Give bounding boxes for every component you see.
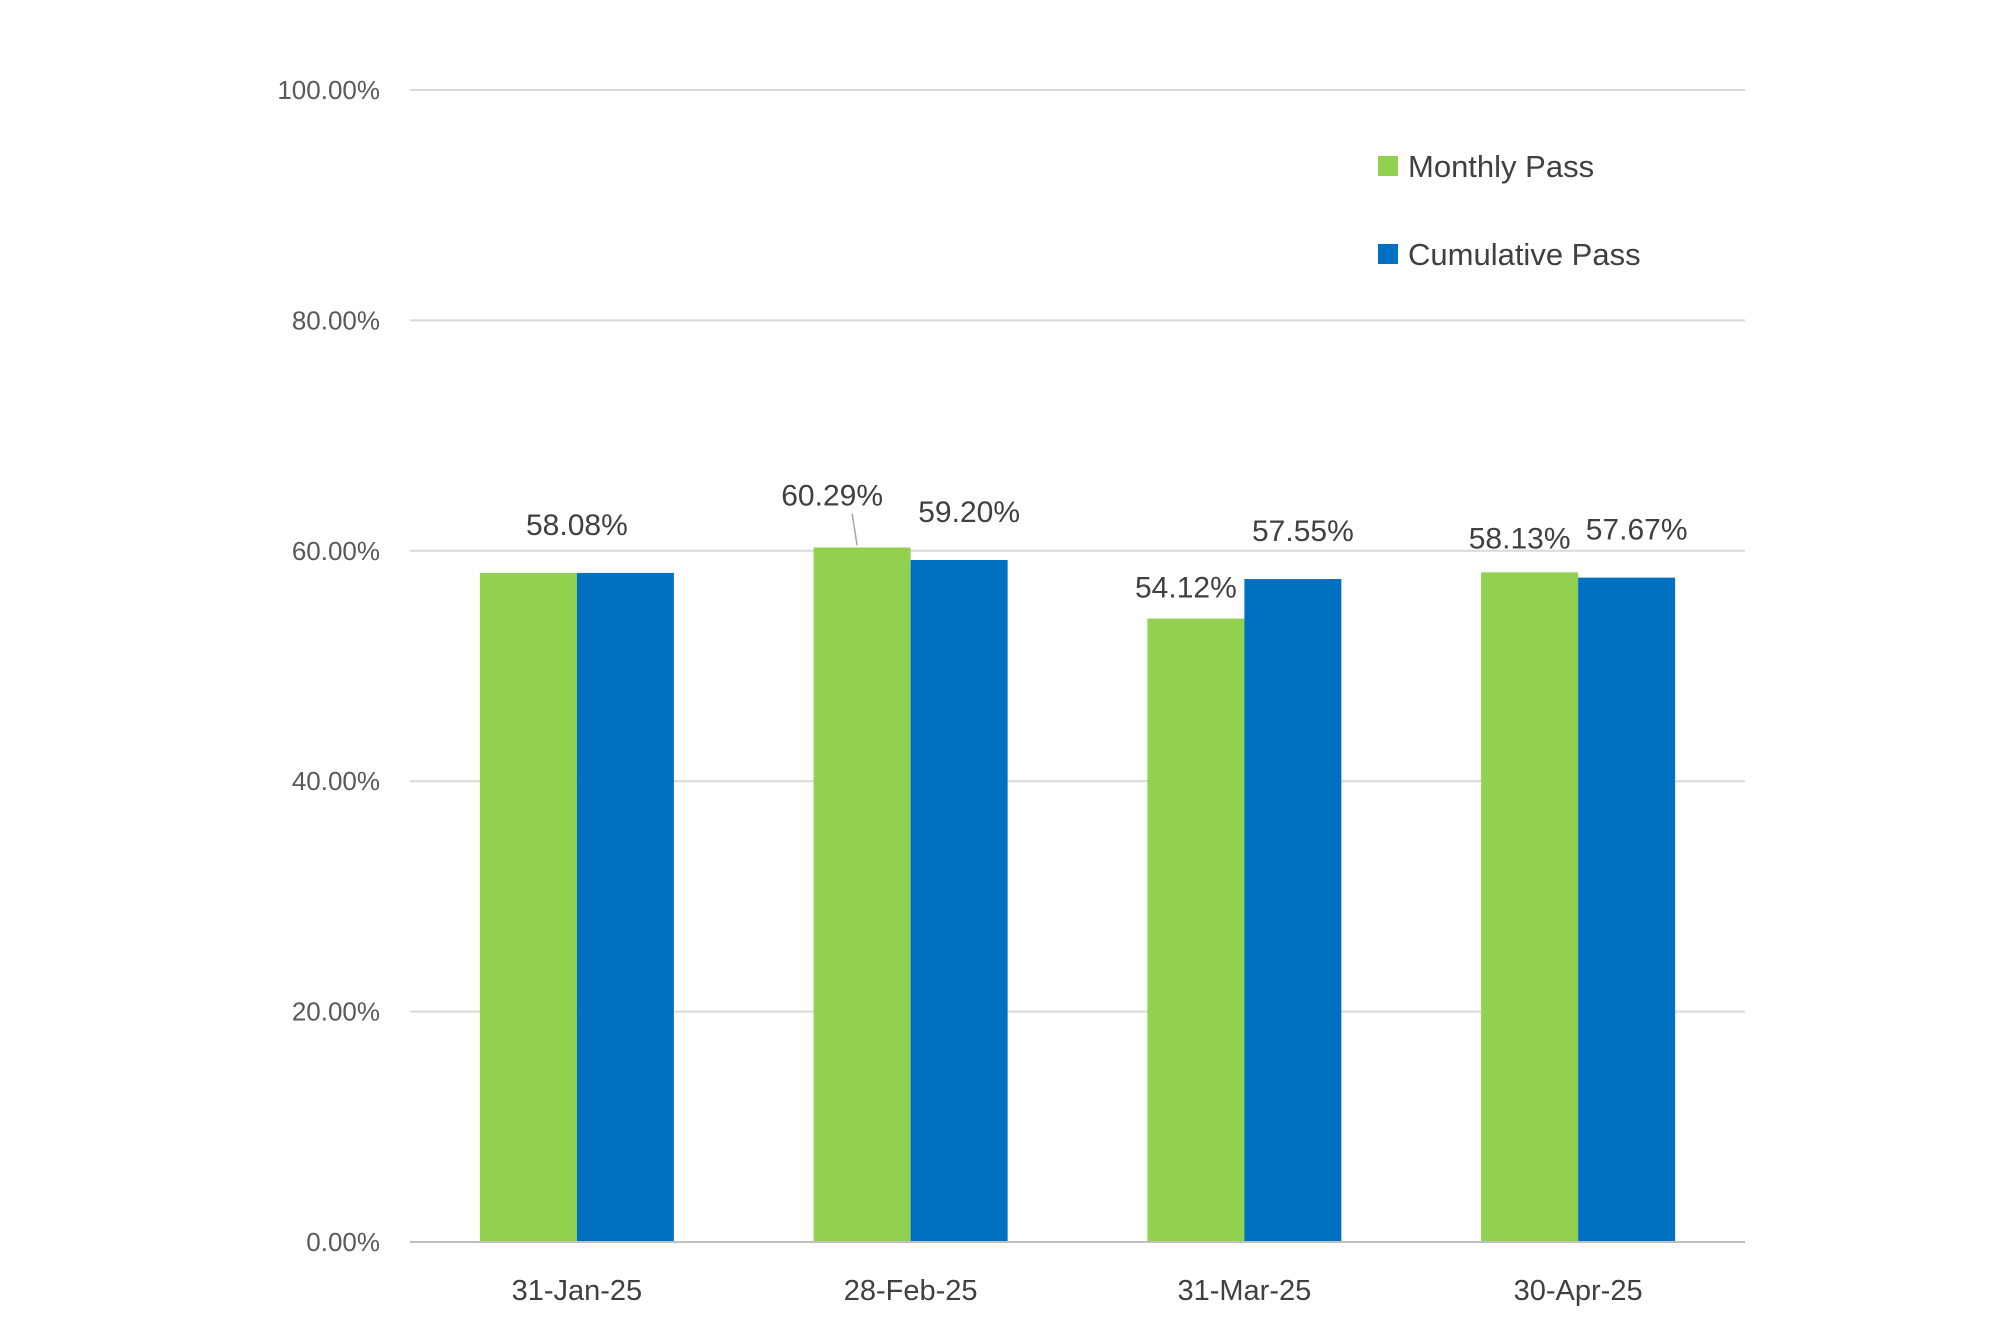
cumulative-pass-data-label: 59.20% — [918, 496, 1020, 529]
legend: Monthly Pass Cumulative Pass — [1378, 149, 1641, 272]
monthly-pass-bar — [1481, 572, 1579, 1242]
monthly-pass-bar — [813, 547, 911, 1242]
y-tick-label: 20.00% — [292, 997, 380, 1027]
x-tick-label: 30-Apr-25 — [1514, 1275, 1643, 1307]
y-tick-label: 40.00% — [292, 766, 380, 796]
data-label-leader-lines — [851, 513, 858, 546]
data-labels: 58.08% 59.20% 60.29% 57.55% 54.12% 57.67% 58.1… — [526, 479, 1688, 604]
monthly-pass-data-label: 58.13% — [1469, 522, 1571, 555]
cumulative-pass-data-label: 57.55% — [1252, 515, 1354, 548]
cumulative-pass-data-label: 58.08% — [526, 509, 628, 542]
y-tick-label: 100.00% — [277, 75, 380, 105]
y-tick-label: 80.00% — [292, 305, 380, 335]
y-axis-tick-labels: 0.00% 20.00% 40.00% 60.00% 80.00% 100.00% — [277, 75, 380, 1257]
x-tick-label: 31-Mar-25 — [1177, 1275, 1311, 1307]
monthly-pass-data-label: 60.29% — [781, 479, 883, 512]
y-tick-label: 0.00% — [306, 1227, 380, 1257]
y-tick-label: 60.00% — [292, 536, 380, 566]
bars — [479, 547, 1676, 1242]
leader-line — [851, 513, 858, 546]
monthly-pass-legend-swatch — [1378, 156, 1398, 176]
monthly-pass-bar — [1147, 618, 1245, 1242]
cumulative-pass-legend-label: Cumulative Pass — [1408, 237, 1641, 272]
cumulative-pass-bar — [1244, 579, 1342, 1242]
monthly-pass-data-label: 54.12% — [1135, 572, 1237, 605]
x-axis-category-labels: 31-Jan-25 28-Feb-25 31-Mar-25 30-Apr-25 — [512, 1275, 1643, 1307]
x-tick-label: 31-Jan-25 — [512, 1275, 643, 1307]
x-tick-label: 28-Feb-25 — [844, 1275, 978, 1307]
monthly-pass-bar — [479, 572, 577, 1242]
cumulative-pass-bar — [1578, 577, 1676, 1242]
cumulative-pass-bar — [576, 572, 674, 1242]
cumulative-pass-bar — [910, 560, 1008, 1242]
cumulative-pass-data-label: 57.67% — [1586, 514, 1688, 547]
cumulative-pass-legend-swatch — [1378, 244, 1398, 264]
monthly-pass-legend-label: Monthly Pass — [1408, 149, 1594, 184]
